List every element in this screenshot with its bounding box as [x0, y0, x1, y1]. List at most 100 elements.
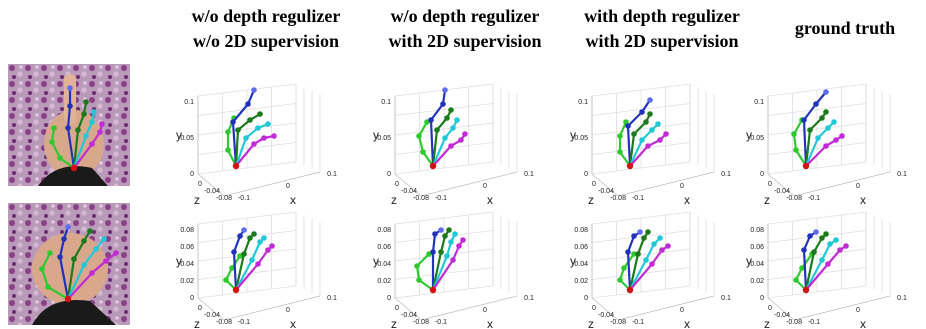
joint-ring — [833, 237, 839, 243]
plot-r1-c3: 0.1 0.05 0 0 -0.04 -0.08 -0.1 0 0.1 y z x — [560, 82, 750, 207]
joint-middle — [807, 127, 813, 133]
bone-index — [626, 110, 644, 128]
x-tick-label: -0.1 — [808, 195, 820, 202]
joint-pinky — [657, 137, 663, 143]
x-axis-label: x — [860, 317, 866, 329]
joint-ring — [649, 127, 655, 133]
joint-wrist — [64, 295, 72, 303]
joint-ring — [815, 135, 821, 141]
z-tick-label: 0 — [768, 305, 772, 312]
bone-ring — [804, 258, 824, 292]
joint-middle — [444, 115, 450, 121]
joint-ring — [452, 231, 458, 237]
joint-pinky — [843, 243, 849, 249]
x-tick-label: 0 — [680, 307, 684, 314]
y-tick-label: 0.1 — [578, 99, 588, 106]
x-tick-label: 0.1 — [897, 171, 907, 178]
y-tick-label: 0.02 — [574, 278, 588, 285]
hand-photo-1-skeleton — [49, 85, 105, 172]
x-axis-line — [223, 171, 321, 197]
bone-pinky — [804, 144, 828, 168]
joint-pinky — [645, 143, 651, 149]
joint-middle — [819, 235, 825, 241]
x-axis-label: x — [684, 193, 690, 207]
bone-thumb — [46, 285, 70, 301]
y-tick-label: 0.1 — [381, 99, 391, 106]
bone-index — [626, 250, 632, 292]
x-tick-label: 0 — [483, 183, 487, 190]
joint-thumb — [416, 133, 422, 139]
joint-ring — [651, 241, 657, 247]
bone-pinky — [234, 262, 260, 292]
joint-ring — [643, 257, 649, 263]
y-tick-label: 0.08 — [377, 227, 391, 234]
joint-index — [807, 233, 813, 239]
joint-ring — [827, 241, 833, 247]
hand-skeleton-3d — [225, 87, 277, 170]
joint-pinky — [448, 143, 454, 149]
joint-ring — [255, 125, 261, 131]
hand-skeleton-3d — [791, 89, 845, 170]
joint-pinky — [251, 141, 257, 147]
y-tick-label: 0.08 — [180, 227, 194, 234]
joint-middle — [645, 229, 651, 235]
z-axis-line — [591, 173, 619, 197]
y-tick-label: 0.05 — [377, 135, 391, 142]
bone-ring — [804, 136, 820, 168]
hand-skeleton-3d — [416, 87, 468, 170]
joint-index — [65, 224, 71, 230]
joint-pinky — [823, 143, 829, 149]
joint-pinky — [261, 135, 267, 141]
joint-index — [61, 236, 67, 242]
joint-pinky — [456, 243, 462, 249]
joint-pinky — [458, 137, 464, 143]
x-axis-line — [793, 171, 891, 197]
z-tick-label: 0 — [592, 181, 596, 188]
bone-pinky — [431, 144, 453, 168]
bone-index — [429, 102, 445, 122]
plot-r2-c1: 0.08 0.06 0.04 0.02 0 0 -0.04 -0.08 -0.1 0 0.1 y z x — [166, 210, 356, 329]
joint-middle — [446, 227, 452, 233]
bone-index — [802, 248, 808, 292]
bone-index — [66, 126, 76, 170]
input-photo-2 — [8, 203, 130, 325]
y-axis-label: y — [373, 254, 379, 268]
x-axis-line — [617, 171, 715, 197]
joint-index — [67, 85, 73, 91]
x-tick-label: 0 — [856, 307, 860, 314]
z-axis-line — [394, 173, 422, 197]
x-axis-label: x — [487, 317, 493, 329]
joint-ring — [249, 257, 255, 263]
bone-ring — [644, 242, 656, 262]
y-tick-label: 0 — [190, 295, 194, 302]
z-axis-label: z — [764, 317, 770, 329]
joint-middle — [71, 256, 77, 262]
joint-index — [230, 119, 236, 125]
joint-ring — [243, 135, 249, 141]
z-tick-label: -0.04 — [598, 312, 614, 319]
joint-thumb — [416, 277, 422, 283]
y-axis-label: y — [746, 254, 752, 268]
bone-middle — [808, 116, 824, 132]
joint-index — [245, 101, 251, 107]
joint-ring — [657, 235, 663, 241]
joint-middle — [442, 233, 448, 239]
y-tick-label: 0.06 — [377, 244, 391, 251]
joint-pinky — [833, 137, 839, 143]
joint-index — [237, 233, 243, 239]
bone-thumb — [800, 252, 814, 270]
x-axis-line — [420, 171, 518, 197]
column-header-2-line2: with 2D supervision — [388, 31, 542, 51]
bone-middle — [804, 250, 816, 292]
joint-wrist — [232, 162, 240, 170]
joint-middle — [641, 235, 647, 241]
plot-r2-c4: 0.08 0.06 0.04 0.02 0 0 -0.04 -0.08 -0.1 0 0.1 y z x — [736, 210, 926, 329]
joint-ring — [639, 137, 645, 143]
x-axis-label: x — [290, 317, 296, 329]
joint-pinky — [99, 121, 105, 127]
joint-pinky — [649, 261, 655, 267]
bone-ring — [66, 263, 86, 301]
y-tick-label: 0.08 — [574, 227, 588, 234]
